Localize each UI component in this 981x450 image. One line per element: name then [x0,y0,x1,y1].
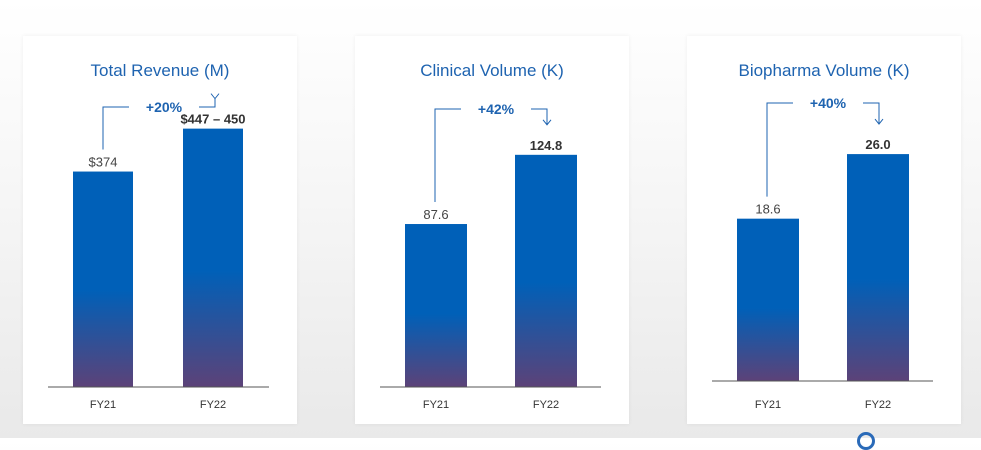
growth-label: +40% [810,95,847,111]
biopharma-volume-card: Biopharma Volume (K) 18.6 FY21 26.0 FY22 +40% [687,36,961,424]
partial-circle-icon [857,432,875,450]
data-label-fy22: $447 – 450 [180,112,245,127]
bar-fy21 [73,171,133,387]
bar-fy22 [847,154,909,381]
data-label-fy21: 18.6 [755,202,780,217]
x-tick-label: FY22 [533,399,559,411]
bar-fy21 [405,224,467,387]
total-revenue-card: Total Revenue (M) $374 FY21 $447 – 450 FY22 +… [23,36,297,424]
data-label-fy21: 87.6 [423,207,448,222]
growth-bracket-left [102,106,129,150]
chart-title: Total Revenue (M) [91,61,230,80]
bar-fy22 [183,128,243,387]
data-label-fy22: 124.8 [530,138,563,153]
data-label-fy21: $374 [89,155,118,170]
growth-label: +20% [146,99,183,115]
x-tick-label: FY21 [755,399,781,411]
growth-bracket-right [531,108,548,125]
bar-fy22 [515,154,577,387]
clinical-volume-chart: Clinical Volume (K) 87.6 FY21 124.8 FY22 +42% [380,61,601,411]
chart-title: Clinical Volume (K) [420,61,564,80]
bar-fy21 [737,218,799,381]
x-tick-label: FY22 [200,399,226,411]
growth-bracket-right [199,98,216,108]
total-revenue-chart: Total Revenue (M) $374 FY21 $447 – 450 FY22 +… [48,61,269,411]
arrow-down-icon [874,118,884,125]
growth-bracket-left [766,102,793,197]
growth-bracket-left [434,108,461,203]
growth-label: +42% [478,101,515,117]
clinical-volume-card: Clinical Volume (K) 87.6 FY21 124.8 FY22 +42% [355,36,629,424]
arrow-down-icon [210,93,220,100]
x-tick-label: FY22 [865,399,891,411]
biopharma-volume-chart: Biopharma Volume (K) 18.6 FY21 26.0 FY22 +40% [712,61,933,411]
chart-title: Biopharma Volume (K) [738,61,909,80]
x-tick-label: FY21 [423,399,449,411]
x-tick-label: FY21 [90,399,116,411]
arrow-down-icon [542,119,552,126]
growth-bracket-right [863,102,880,125]
data-label-fy22: 26.0 [865,137,890,152]
